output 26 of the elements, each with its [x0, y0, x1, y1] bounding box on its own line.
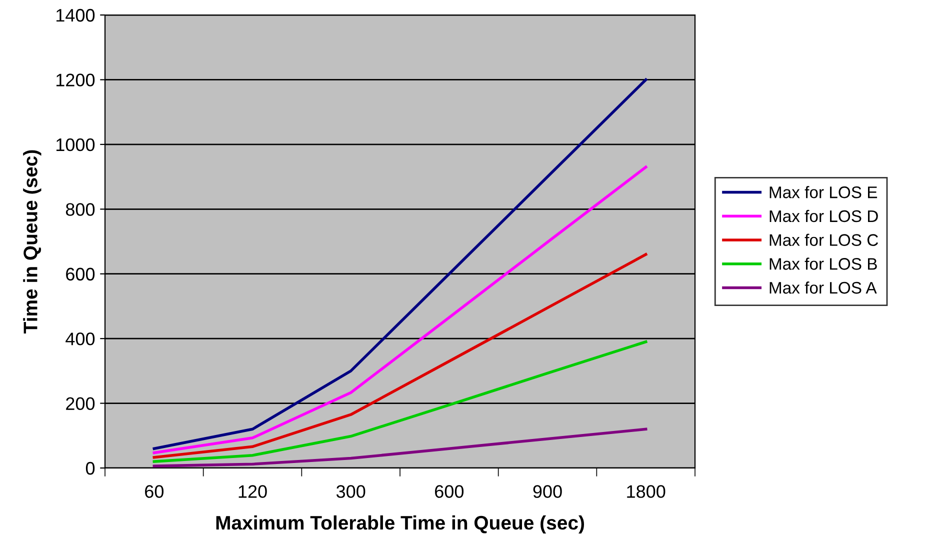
legend-label: Max for LOS D: [770, 210, 878, 222]
y-tick-label: 1200: [56, 74, 95, 86]
y-tick-label: 600: [66, 268, 95, 281]
y-tick-label: 0: [86, 462, 95, 475]
y-tick-label: 800: [66, 203, 95, 216]
y-axis-title: Time in Queue (sec): [23, 150, 42, 334]
line-series: [152, 253, 648, 459]
y-tick-label: 400: [66, 332, 95, 346]
legend-label: Max for LOS E: [770, 186, 878, 198]
x-tick-label: 120: [238, 485, 267, 498]
x-axis-title: Maximum Tolerable Time in Queue (sec): [216, 515, 584, 534]
line-series: [152, 78, 648, 450]
line-series: [152, 166, 648, 454]
line-series: [152, 340, 648, 463]
legend-label: Max for LOS C: [770, 234, 878, 246]
x-tick-label: 600: [435, 485, 464, 498]
x-tick-label: 300: [336, 485, 366, 498]
legend-label: Max for LOS A: [770, 281, 877, 294]
y-tick-label: 1400: [56, 8, 95, 22]
x-tick-label: 60: [145, 485, 164, 498]
x-tick-label: 900: [533, 485, 562, 498]
x-tick-label: 1800: [627, 485, 666, 498]
y-tick-label: 200: [66, 397, 95, 410]
y-tick-label: 1000: [56, 138, 95, 152]
legend-label: Max for LOS B: [770, 258, 877, 270]
line-series: [152, 428, 648, 468]
